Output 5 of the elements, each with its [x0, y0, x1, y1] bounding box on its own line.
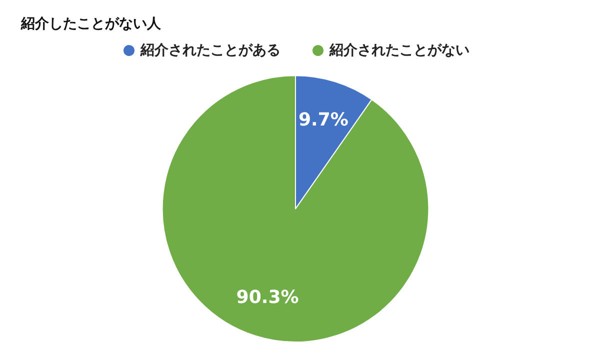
data-label: 9.7% [298, 109, 348, 130]
data-label: 90.3% [236, 287, 299, 308]
legend-label: 紹介されたことがある [140, 42, 280, 58]
chart-title: 紹介したことがない人 [20, 16, 162, 32]
legend-label: 紹介されたことがない [328, 42, 470, 58]
